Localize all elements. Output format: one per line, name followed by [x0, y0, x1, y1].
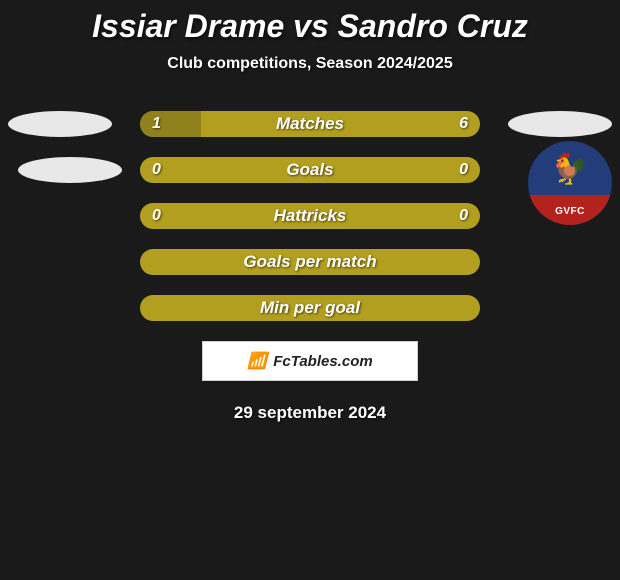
stat-bar: Min per goal [140, 295, 480, 321]
page-subtitle: Club competitions, Season 2024/2025 [0, 55, 620, 73]
brand-footer[interactable]: 📶 FcTables.com [202, 341, 418, 381]
stat-bar: Goals per match [140, 249, 480, 275]
stat-label: Min per goal [140, 295, 480, 321]
player-badge-right [508, 111, 612, 137]
stat-label: Hattricks [140, 203, 480, 229]
footer-date: 29 september 2024 [0, 403, 620, 423]
stat-row: 0 Goals 0 🐓 GVFC [0, 147, 620, 193]
stat-row: 1 Matches 6 [0, 101, 620, 147]
stat-value-right: 0 [459, 157, 468, 183]
stat-bar: 0 Goals 0 [140, 157, 480, 183]
player-badge-left [8, 111, 112, 137]
stat-row: 0 Hattricks 0 [0, 193, 620, 239]
player-badge-left-secondary [18, 157, 122, 183]
rooster-icon: 🐓 [551, 155, 588, 185]
brand-text: FcTables.com [273, 353, 372, 370]
stat-value-right: 6 [459, 111, 468, 137]
page-title: Issiar Drame vs Sandro Cruz [0, 8, 620, 45]
stat-bar: 0 Hattricks 0 [140, 203, 480, 229]
comparison-widget: Issiar Drame vs Sandro Cruz Club competi… [0, 0, 620, 423]
chart-icon: 📶 [247, 351, 267, 371]
stat-row: Goals per match [0, 239, 620, 285]
stat-row: Min per goal [0, 285, 620, 331]
stat-value-right: 0 [459, 203, 468, 229]
stat-bar: 1 Matches 6 [140, 111, 480, 137]
stat-label: Goals per match [140, 249, 480, 275]
stat-label: Goals [140, 157, 480, 183]
stat-label: Matches [140, 111, 480, 137]
